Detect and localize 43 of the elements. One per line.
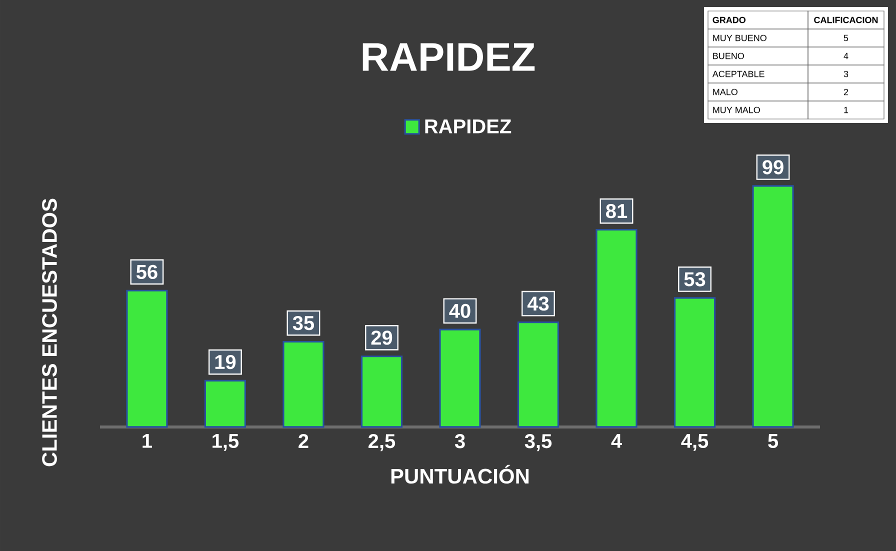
- data-label: 56: [136, 264, 158, 280]
- text: CALIFICACION: [814, 16, 878, 24]
- data-label: 35: [292, 316, 314, 330]
- x-tick-label: 2,5: [368, 434, 396, 452]
- x-tick-label: 1: [142, 434, 152, 448]
- bar: [204, 380, 246, 428]
- x-tick-label: 4,5: [681, 434, 708, 451]
- bar: [596, 228, 638, 428]
- bar: [752, 185, 794, 428]
- x-tick-label: 3,5: [524, 434, 552, 452]
- text: ACEPTABLE: [712, 70, 764, 78]
- x-tick-label: 4: [611, 434, 622, 448]
- legend-label: RAPIDEZ: [425, 119, 512, 134]
- bar: [674, 297, 716, 428]
- bar: [439, 328, 481, 428]
- data-label: 81: [606, 204, 628, 218]
- text: BUENO: [713, 52, 744, 60]
- x-tick-label: 5: [768, 434, 778, 448]
- data-label: 99: [762, 160, 784, 174]
- bar: [126, 290, 168, 428]
- text: 5: [844, 34, 848, 42]
- text: MUY MALO: [713, 106, 760, 114]
- bar: [282, 340, 324, 428]
- text: 3: [844, 70, 848, 78]
- bar: [517, 321, 560, 428]
- text: 2: [844, 88, 848, 96]
- data-label: 53: [684, 272, 706, 286]
- chart-title: RAPIDEZ: [362, 43, 535, 71]
- data-label: 43: [527, 296, 549, 311]
- x-tick-label: 1,5: [212, 434, 239, 451]
- text: MUY BUENO: [713, 34, 766, 42]
- data-label: 29: [371, 330, 392, 345]
- x-tick-label: 2: [298, 434, 308, 448]
- bar: [360, 356, 403, 428]
- data-label: 40: [449, 304, 470, 318]
- text: 4: [844, 52, 848, 60]
- x-axis-title: PUNTUACIÓN: [391, 464, 529, 484]
- y-axis-title: CLIENTES ENCUESTADOS: [42, 198, 57, 466]
- x-tick-label: 3: [454, 434, 465, 448]
- data-label: 19: [215, 354, 236, 370]
- text: GRADO: [712, 16, 746, 24]
- text: MALO: [713, 88, 738, 96]
- text: 1: [844, 106, 848, 114]
